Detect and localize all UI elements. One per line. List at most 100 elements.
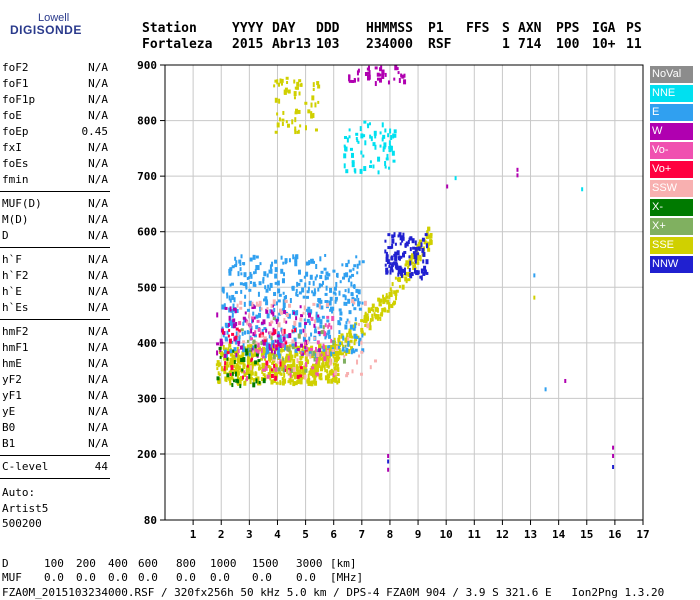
data-point-e xyxy=(295,288,298,293)
header-label-4: HHMMSS xyxy=(366,21,413,36)
data-point-w xyxy=(235,352,238,357)
param-value: N/A xyxy=(88,437,108,450)
data-point-x xyxy=(332,340,335,346)
data-point-nne xyxy=(390,135,393,141)
data-point-e xyxy=(310,258,314,264)
data-point-e xyxy=(324,292,328,296)
data-point-sse xyxy=(268,354,272,360)
x-tick-label: 3 xyxy=(246,528,253,541)
data-point-nne xyxy=(355,132,359,136)
data-point-sse xyxy=(383,307,386,313)
data-point-w xyxy=(296,347,300,351)
data-point-ssw xyxy=(345,374,349,378)
param-row: yF2 N/A xyxy=(2,373,108,387)
data-point-sse xyxy=(299,369,302,373)
data-point-e xyxy=(264,296,268,302)
data-point-sse xyxy=(334,357,338,361)
data-point-sse xyxy=(288,378,292,383)
data-point-ssw xyxy=(317,326,320,330)
data-point-e xyxy=(291,343,295,347)
data-point-sse xyxy=(283,372,286,378)
data-point-e xyxy=(325,300,329,304)
data-point-e xyxy=(233,297,236,303)
data-point-sse xyxy=(407,261,411,265)
data-point-ssw xyxy=(287,369,290,374)
data-point-vo xyxy=(300,351,303,355)
data-point-nnw xyxy=(389,246,392,250)
data-point-e xyxy=(292,325,296,330)
data-point-e xyxy=(243,272,247,278)
data-point-nnw xyxy=(391,234,395,239)
distance-value: 100 xyxy=(44,557,64,570)
data-point-sse xyxy=(278,117,281,122)
data-point-sse xyxy=(336,373,340,377)
param-name: foEs xyxy=(2,157,29,170)
data-point-sse xyxy=(381,308,384,314)
data-point-x xyxy=(234,371,237,377)
data-point-e xyxy=(282,303,286,309)
data-point-nnw xyxy=(409,272,412,278)
data-point-w xyxy=(400,73,403,78)
data-point-sse xyxy=(301,361,304,366)
data-point-sse xyxy=(278,98,281,104)
data-point-e xyxy=(267,284,270,289)
data-point-ssw xyxy=(236,303,239,308)
data-point-sse xyxy=(382,297,386,303)
data-point-vo xyxy=(264,365,268,371)
data-point-sse xyxy=(319,377,323,381)
chart-points xyxy=(215,65,615,472)
data-point-sse xyxy=(233,364,236,368)
param-name: foE xyxy=(2,109,22,122)
data-point-ssw xyxy=(360,350,364,354)
data-point-e xyxy=(295,254,299,260)
data-point-nnw xyxy=(426,243,429,249)
data-point-ssw xyxy=(348,320,351,324)
data-point-sse xyxy=(389,287,392,292)
data-point-e xyxy=(243,301,246,307)
data-point-vo xyxy=(260,331,264,335)
data-point-w xyxy=(239,345,243,350)
data-point-sse xyxy=(289,357,293,361)
data-point-nnw xyxy=(402,232,405,238)
data-point-nne xyxy=(382,134,386,139)
data-point-e xyxy=(268,269,271,274)
data-point-vo xyxy=(273,363,276,368)
data-point-nne xyxy=(368,122,371,126)
param-name: C-level xyxy=(2,460,49,473)
data-point-ssw xyxy=(346,371,350,375)
data-point-sse xyxy=(269,368,272,374)
data-point-e xyxy=(271,261,274,267)
data-point-sse xyxy=(426,230,429,234)
data-point-sse xyxy=(276,353,280,357)
distance-value: 1500 xyxy=(252,557,279,570)
data-point-sse xyxy=(362,332,366,336)
data-point-sse xyxy=(333,337,336,341)
data-point-e xyxy=(344,289,347,293)
header-value-9: 10+ xyxy=(592,37,616,52)
data-point-sse xyxy=(338,378,341,384)
data-point-e xyxy=(330,351,333,357)
data-point-e xyxy=(347,341,350,347)
legend-item-x: X+ xyxy=(650,218,693,235)
data-point-sse xyxy=(305,359,309,363)
data-point-e xyxy=(334,292,337,296)
data-point-nne xyxy=(377,170,380,175)
data-point-w xyxy=(387,80,390,85)
data-point-e xyxy=(282,261,285,265)
data-point-vo xyxy=(274,375,278,381)
header-label-9: PPS xyxy=(556,21,580,36)
data-point-e xyxy=(350,349,353,355)
data-point-e xyxy=(262,276,265,281)
data-point-sse xyxy=(395,289,399,293)
data-point-x xyxy=(218,346,222,350)
muf-value: 0.0 xyxy=(108,571,128,584)
data-point-sse xyxy=(296,130,299,134)
data-point-e xyxy=(286,334,290,339)
data-point-sse xyxy=(246,358,249,363)
data-point-e xyxy=(544,387,547,392)
data-point-sse xyxy=(407,271,411,277)
data-point-sse xyxy=(280,347,283,351)
data-point-e xyxy=(250,273,253,279)
data-point-w xyxy=(308,312,312,318)
data-point-vo xyxy=(327,324,330,329)
